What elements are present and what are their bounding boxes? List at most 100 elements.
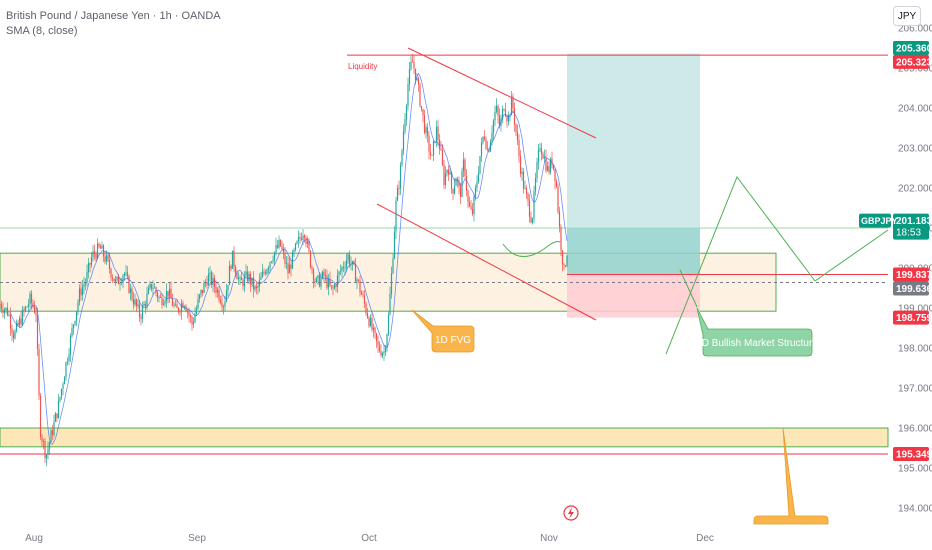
candle-body xyxy=(59,397,61,401)
candle-body xyxy=(203,282,205,293)
candle-body xyxy=(167,291,169,297)
candle-body xyxy=(296,241,298,244)
candle-body xyxy=(27,304,30,307)
candle-body xyxy=(324,275,327,277)
candle-body xyxy=(345,260,348,268)
candle-body xyxy=(548,166,550,173)
candle-body xyxy=(261,271,264,277)
candles xyxy=(0,53,568,467)
candle-body xyxy=(138,304,141,318)
structure-projection xyxy=(665,175,889,355)
candle-body xyxy=(501,109,504,120)
sma-price-badge: 199.636 xyxy=(893,281,932,296)
candle-body xyxy=(227,285,229,291)
candle-body xyxy=(447,169,450,175)
entry-price-badge-text: 199.837 xyxy=(896,270,932,281)
candle-body xyxy=(506,116,508,122)
candle-body xyxy=(455,178,457,186)
candle-body xyxy=(431,155,433,156)
sma-line xyxy=(10,72,568,445)
candle-body xyxy=(275,245,277,253)
candle-body xyxy=(3,309,6,313)
candle-body xyxy=(375,333,378,342)
x-tick-label: Dec xyxy=(696,533,714,544)
candle-body xyxy=(336,275,339,288)
candle-body xyxy=(528,200,531,217)
candle-body xyxy=(177,307,180,312)
candle-body xyxy=(425,127,427,133)
candle-body xyxy=(308,241,310,251)
candle-body xyxy=(81,287,84,296)
candle-body xyxy=(225,290,228,302)
candle-body xyxy=(482,136,484,143)
demand-zone xyxy=(0,427,889,448)
candle-body xyxy=(174,304,177,306)
candle-body xyxy=(0,304,3,310)
candle-body xyxy=(305,237,307,244)
candle-body xyxy=(221,302,223,307)
candle-body xyxy=(128,276,130,293)
candle-body xyxy=(77,302,79,312)
current-price-text: 201.183 xyxy=(896,216,932,227)
candle-body xyxy=(450,172,453,189)
candle-body xyxy=(471,209,474,215)
candle-body xyxy=(93,251,96,255)
symbol-title[interactable]: British Pound / Japanese Yen · 1h · OAND… xyxy=(6,10,221,22)
y-tick-label: 196.000 xyxy=(898,424,932,435)
candle-body xyxy=(146,293,148,307)
y-tick-label: 202.000 xyxy=(898,184,932,195)
candle-body xyxy=(188,311,190,316)
candle-body xyxy=(126,272,129,277)
candle-body xyxy=(186,311,189,313)
candle-body xyxy=(344,267,346,269)
candle-body xyxy=(531,218,534,223)
structure-pointer xyxy=(679,269,698,308)
candle-body xyxy=(30,293,33,304)
indicator-legend[interactable]: SMA (8, close) xyxy=(6,25,78,37)
candle-body xyxy=(423,115,426,133)
candle-body xyxy=(147,288,150,294)
structure-callout: 1D Bullish Market Structure xyxy=(696,307,818,357)
candle-body xyxy=(75,311,78,322)
candle-body xyxy=(288,264,291,274)
candle-body xyxy=(56,413,58,418)
candle-body xyxy=(476,181,478,188)
candle-body xyxy=(219,299,222,303)
candle-body xyxy=(530,216,532,223)
candle-body xyxy=(536,162,538,179)
candle-body xyxy=(14,331,16,339)
candle-body xyxy=(246,271,249,282)
candle-body xyxy=(429,151,432,156)
candle-body xyxy=(551,158,553,165)
candle-body xyxy=(242,280,244,287)
candle-body xyxy=(20,318,22,325)
candle-body xyxy=(204,282,207,284)
candle-body xyxy=(80,288,82,296)
candle-body xyxy=(494,111,496,121)
candle-body xyxy=(377,341,379,346)
candle-body xyxy=(408,68,411,85)
candle-body xyxy=(200,289,202,295)
candle-body xyxy=(158,297,160,298)
stop-price-badge: 198.759 xyxy=(893,310,932,325)
candle-body xyxy=(182,303,184,308)
candle-body xyxy=(360,292,363,295)
candle-body xyxy=(213,277,216,287)
candle-body xyxy=(98,243,100,247)
candle-body xyxy=(35,312,37,316)
candle-body xyxy=(144,303,147,307)
candle-body xyxy=(443,164,445,185)
candle-body xyxy=(189,315,192,318)
currency-button[interactable]: JPY xyxy=(893,6,921,26)
candle-body xyxy=(563,264,565,266)
candle-body xyxy=(468,202,471,207)
candle-body xyxy=(57,400,60,418)
candle-body xyxy=(161,297,163,305)
candle-body xyxy=(354,264,357,282)
candle-body xyxy=(293,249,295,252)
candle-body xyxy=(264,272,267,274)
candle-body xyxy=(141,305,144,319)
candle-body xyxy=(207,273,210,286)
y-tick-label: 204.000 xyxy=(898,104,932,115)
